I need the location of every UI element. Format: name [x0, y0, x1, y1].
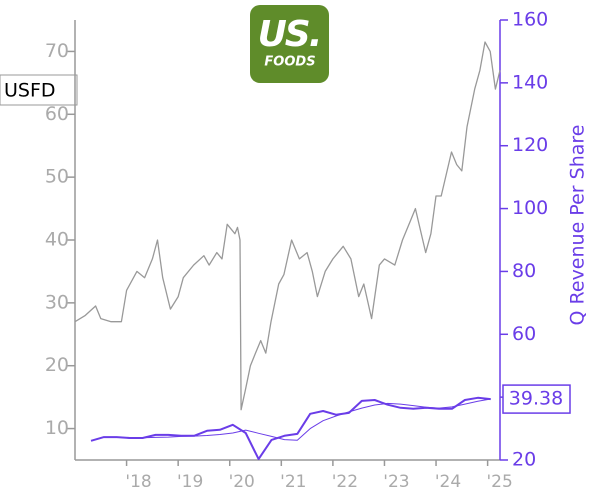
- y2-tick-label: 20: [512, 449, 536, 471]
- logo: US. FOODS: [250, 5, 329, 83]
- y2-tick-label: 160: [512, 9, 548, 31]
- y-tick-label: 40: [45, 229, 69, 251]
- y-tick-label: 50: [45, 166, 69, 188]
- line-series: [142, 398, 491, 441]
- x-tick-label: '20: [229, 472, 255, 492]
- y2-tick-label: 140: [512, 71, 548, 93]
- x-tick-label: '18: [125, 472, 151, 492]
- y-tick-label: 10: [45, 417, 69, 439]
- x-tick-label: '23: [383, 472, 409, 492]
- ticker-box: [0, 74, 78, 106]
- y2-tick-label: 80: [512, 260, 536, 282]
- y-tick-label: 60: [45, 103, 69, 125]
- logo-subtext: FOODS: [264, 55, 315, 70]
- ticker: USFD: [4, 80, 56, 102]
- y-tick-label: 70: [45, 40, 69, 62]
- line-series: [74, 41, 501, 411]
- y2-tick-label: 100: [512, 197, 548, 219]
- x-tick-label: '24: [435, 472, 461, 492]
- logo-badge: [250, 5, 329, 83]
- logo-text: US.: [258, 14, 321, 55]
- x-tick-label: '21: [280, 472, 306, 492]
- y-tick-label: 30: [45, 291, 69, 313]
- y-tick-label: 20: [45, 354, 69, 376]
- x-tick-label: '22: [332, 472, 358, 492]
- x-tick-label: '19: [177, 472, 203, 492]
- last-value-label: 39.38: [509, 388, 563, 410]
- last-value-box: [502, 384, 571, 414]
- x-tick-label: '25: [486, 472, 512, 492]
- y2-tick-label: 60: [512, 323, 536, 345]
- y2-axis-label: Q Revenue Per Share: [567, 125, 589, 326]
- y2-tick-label: 120: [512, 134, 548, 156]
- line-series: [90, 396, 491, 461]
